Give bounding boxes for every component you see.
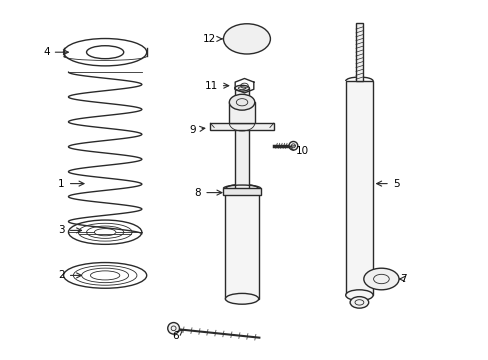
Bar	[229, 102, 254, 123]
Ellipse shape	[229, 94, 254, 110]
Text: 3: 3	[58, 225, 81, 235]
Bar	[345, 81, 372, 295]
Ellipse shape	[363, 268, 398, 290]
Text: 5: 5	[376, 179, 399, 189]
Text: 10: 10	[289, 146, 308, 156]
Bar	[225, 189, 258, 299]
Text: 1: 1	[58, 179, 84, 189]
Ellipse shape	[349, 297, 368, 308]
Ellipse shape	[234, 85, 249, 91]
Text: 8: 8	[194, 188, 222, 198]
Ellipse shape	[223, 24, 270, 54]
Text: 11: 11	[204, 81, 228, 91]
Text: 9: 9	[189, 125, 204, 135]
Bar	[210, 123, 273, 130]
Ellipse shape	[345, 290, 372, 301]
Text: 7: 7	[399, 274, 406, 284]
Ellipse shape	[288, 141, 297, 150]
Text: 4: 4	[43, 47, 68, 57]
Ellipse shape	[225, 184, 258, 194]
Ellipse shape	[167, 323, 179, 334]
Text: 6: 6	[172, 330, 182, 341]
Text: 12: 12	[202, 34, 222, 44]
Bar	[234, 88, 249, 189]
Bar	[223, 188, 260, 195]
Bar	[355, 23, 362, 81]
Text: 2: 2	[58, 270, 81, 280]
Ellipse shape	[225, 293, 258, 304]
